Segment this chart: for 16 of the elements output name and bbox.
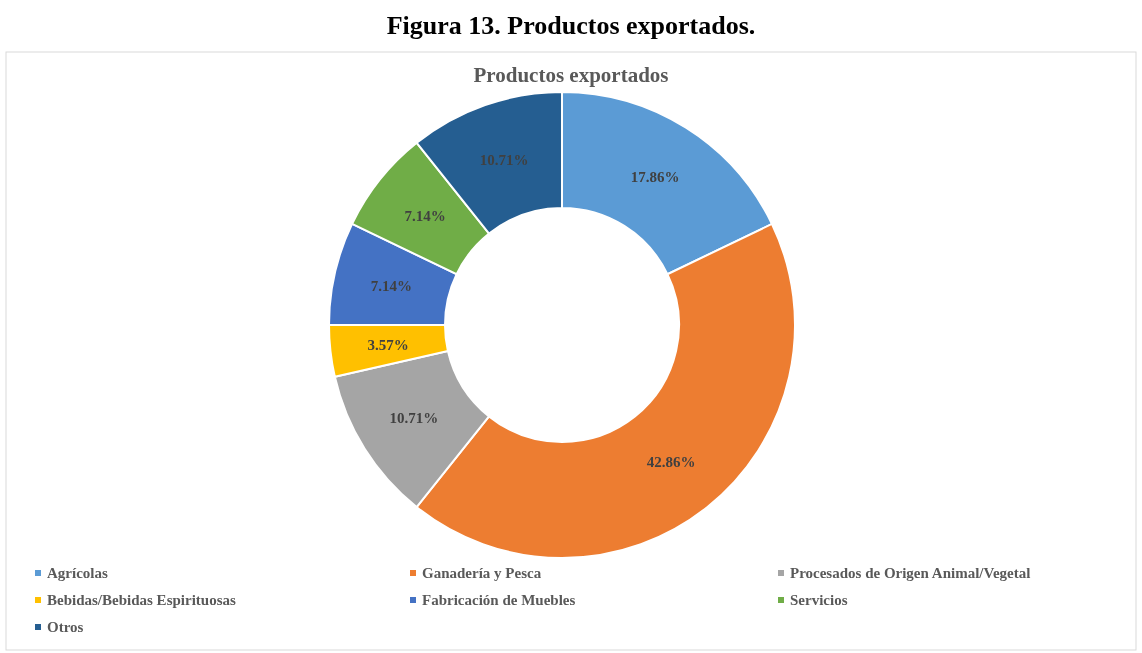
data-label: 42.86% xyxy=(646,453,696,470)
legend-label: Procesados de Origen Animal/Vegetal xyxy=(790,565,1031,581)
chart-title: Figura 13. Productos exportados. xyxy=(386,11,756,40)
legend-label: Fabricación de Muebles xyxy=(422,592,576,608)
chart-subtitle: Productos exportados xyxy=(473,63,669,87)
data-label: 3.57% xyxy=(367,336,409,353)
legend-label: Bebidas/Bebidas Espirituosas xyxy=(47,592,236,608)
data-label: 7.14% xyxy=(370,277,413,294)
legend-label: Agrícolas xyxy=(47,565,108,581)
legend-label: Otros xyxy=(47,619,84,635)
data-label: 10.71% xyxy=(389,410,439,427)
legend-label: Servicios xyxy=(790,592,848,608)
data-label: 10.71% xyxy=(479,151,529,168)
legend-label: Ganadería y Pesca xyxy=(422,565,542,581)
data-label: 17.86% xyxy=(630,168,680,185)
data-label: 7.14% xyxy=(404,207,446,224)
